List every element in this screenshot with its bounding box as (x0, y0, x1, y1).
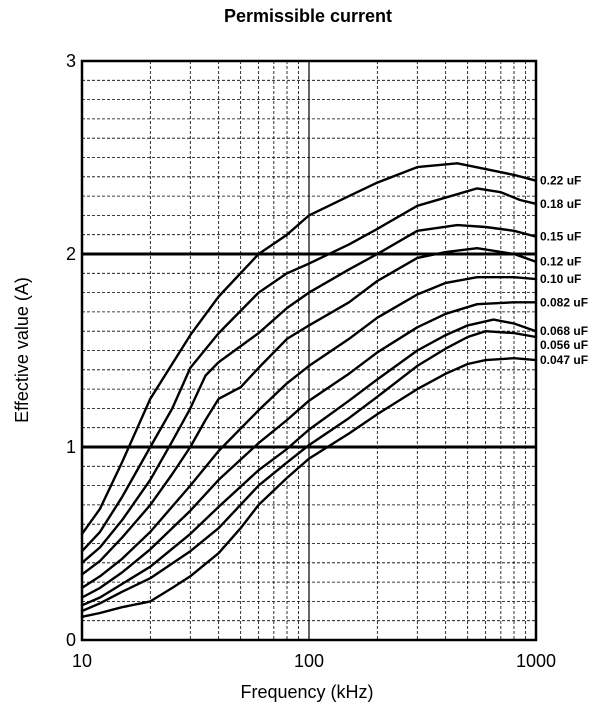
series-line (80, 357, 538, 618)
grid (82, 61, 536, 640)
y-tick-label: 3 (66, 51, 76, 71)
tick-labels: 10 100 1000 0 1 2 3 (66, 51, 556, 671)
x-tick-label: 100 (294, 651, 324, 671)
y-tick-label: 2 (66, 244, 76, 264)
series-line (80, 276, 538, 590)
x-tick-label: 1000 (516, 651, 556, 671)
series-label: 0.15 uF (540, 230, 581, 244)
x-tick-label: 10 (72, 651, 92, 671)
series-label: 0.12 uF (540, 255, 581, 269)
series-label: 0.18 uF (540, 197, 581, 211)
series-labels: 0.22 uF 0.18 uF 0.15 uF 0.12 uF 0.10 uF 0.082… (540, 174, 588, 367)
x-axis-label: Frequency (kHz) (240, 682, 373, 702)
y-tick-label: 1 (66, 437, 76, 457)
series-line (80, 187, 538, 553)
y-axis-label: Effective value (A) (12, 277, 32, 423)
reference-lines (82, 252, 536, 449)
series-label: 0.22 uF (540, 174, 581, 188)
series-label: 0.10 uF (540, 272, 581, 286)
series-line (80, 318, 538, 607)
plot-frame (80, 59, 538, 642)
series-line (80, 247, 538, 576)
series-line (80, 301, 538, 599)
y-tick-label: 0 (66, 630, 76, 650)
series-label: 0.068 uF (540, 324, 588, 338)
series-lines (80, 162, 538, 618)
series-label: 0.056 uF (540, 338, 588, 352)
series-line (80, 223, 538, 564)
series-line (80, 330, 538, 613)
series-line (80, 162, 538, 536)
chart-title: Permissible current (224, 6, 392, 26)
series-label: 0.082 uF (540, 295, 588, 309)
series-label: 0.047 uF (540, 353, 588, 367)
